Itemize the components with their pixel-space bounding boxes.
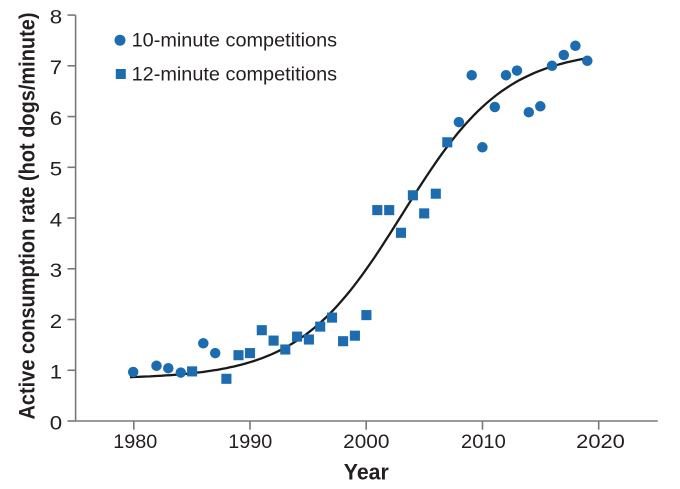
svg-text:2010: 2010 bbox=[461, 431, 506, 453]
svg-text:2020: 2020 bbox=[576, 431, 625, 453]
svg-text:0: 0 bbox=[50, 412, 63, 434]
svg-text:2000: 2000 bbox=[343, 431, 389, 453]
svg-text:5: 5 bbox=[50, 159, 63, 181]
svg-text:4: 4 bbox=[50, 209, 63, 231]
svg-text:12-minute competitions: 12-minute competitions bbox=[132, 64, 338, 86]
svg-text:1990: 1990 bbox=[228, 431, 272, 453]
svg-text:10-minute competitions: 10-minute competitions bbox=[132, 30, 338, 52]
svg-text:1980: 1980 bbox=[113, 431, 157, 453]
svg-text:Year: Year bbox=[344, 459, 389, 484]
svg-text:6: 6 bbox=[50, 108, 63, 130]
svg-text:Active consumption rate (hot d: Active consumption rate (hot dogs/minute… bbox=[14, 13, 39, 420]
svg-text:3: 3 bbox=[50, 260, 63, 282]
svg-text:8: 8 bbox=[50, 6, 63, 28]
svg-text:2: 2 bbox=[50, 311, 62, 333]
svg-text:1: 1 bbox=[50, 362, 62, 384]
svg-text:7: 7 bbox=[50, 57, 62, 79]
